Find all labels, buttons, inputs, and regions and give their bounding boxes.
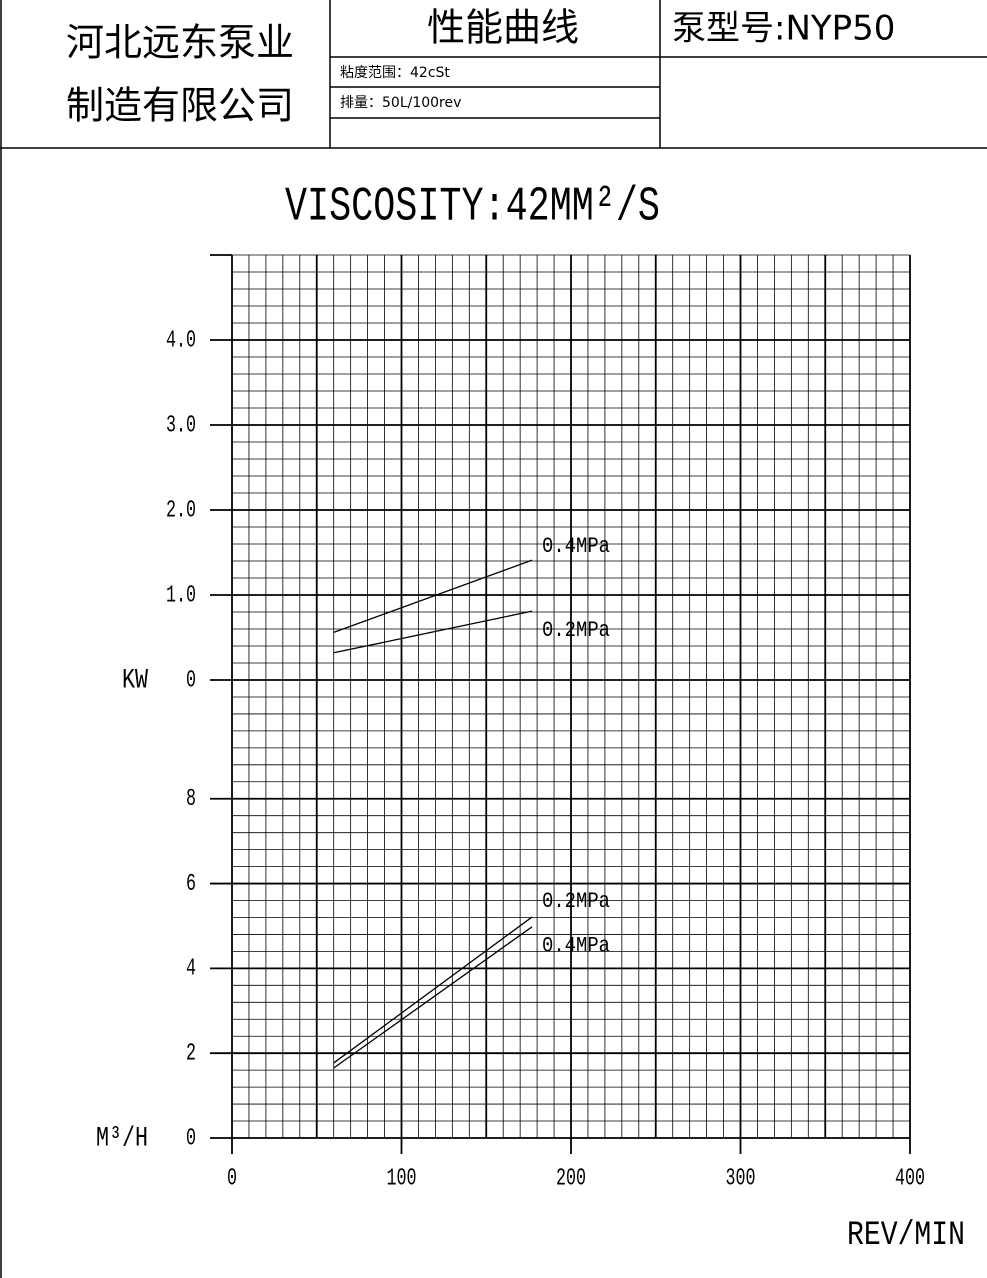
x-tick-label: 200 xyxy=(556,1165,586,1192)
data-line xyxy=(333,559,533,634)
y-tick-label: 3.0 xyxy=(166,412,196,439)
x-tick-label: 0 xyxy=(227,1165,237,1192)
data-line xyxy=(333,610,533,654)
y-tick-label: 4.0 xyxy=(166,327,196,354)
y-tick-label: 0 xyxy=(186,1125,196,1152)
y-axis-label: M³/H xyxy=(96,1123,148,1154)
data-line xyxy=(333,926,533,1069)
y-tick-label: 2 xyxy=(186,1041,196,1068)
y-axis-label: KW xyxy=(122,665,148,696)
header-title: 性能曲线 xyxy=(427,6,579,50)
y-tick-label: 6 xyxy=(186,871,196,898)
company-name: 制造有限公司 xyxy=(66,84,294,128)
series-label: 0.4MPa xyxy=(542,534,610,559)
x-tick-label: 400 xyxy=(895,1165,925,1192)
series-label: 0.2MPa xyxy=(542,889,610,914)
plot: 0 100 200 300 400 0 1.0 2.0 3.0 4.0 KW 0.4MPa 0.2MPa… xyxy=(96,254,965,1255)
chart-title: VISCOSITY:42MM²/S xyxy=(285,181,660,235)
series-label: 0.2MPa xyxy=(542,618,610,643)
x-axis-label: REV/MIN xyxy=(847,1217,965,1255)
model: 泵型号:NYP50 xyxy=(672,9,895,49)
y-tick-label: 0 xyxy=(186,667,196,694)
y-tick-label: 1.0 xyxy=(166,582,196,609)
series-label: 0.4MPa xyxy=(542,934,610,959)
y-tick-label: 4 xyxy=(186,956,196,983)
displacement: 排量：50L/100rev xyxy=(340,95,461,111)
data-line xyxy=(333,916,533,1064)
x-tick-label: 100 xyxy=(387,1165,417,1192)
company-name: 河北远东泵业 xyxy=(66,21,294,65)
y-tick-label: 2.0 xyxy=(166,497,196,524)
y-tick-label: 8 xyxy=(186,786,196,813)
viscosity: 粘度范围：42cSt xyxy=(340,64,450,81)
x-tick-label: 300 xyxy=(726,1165,756,1192)
